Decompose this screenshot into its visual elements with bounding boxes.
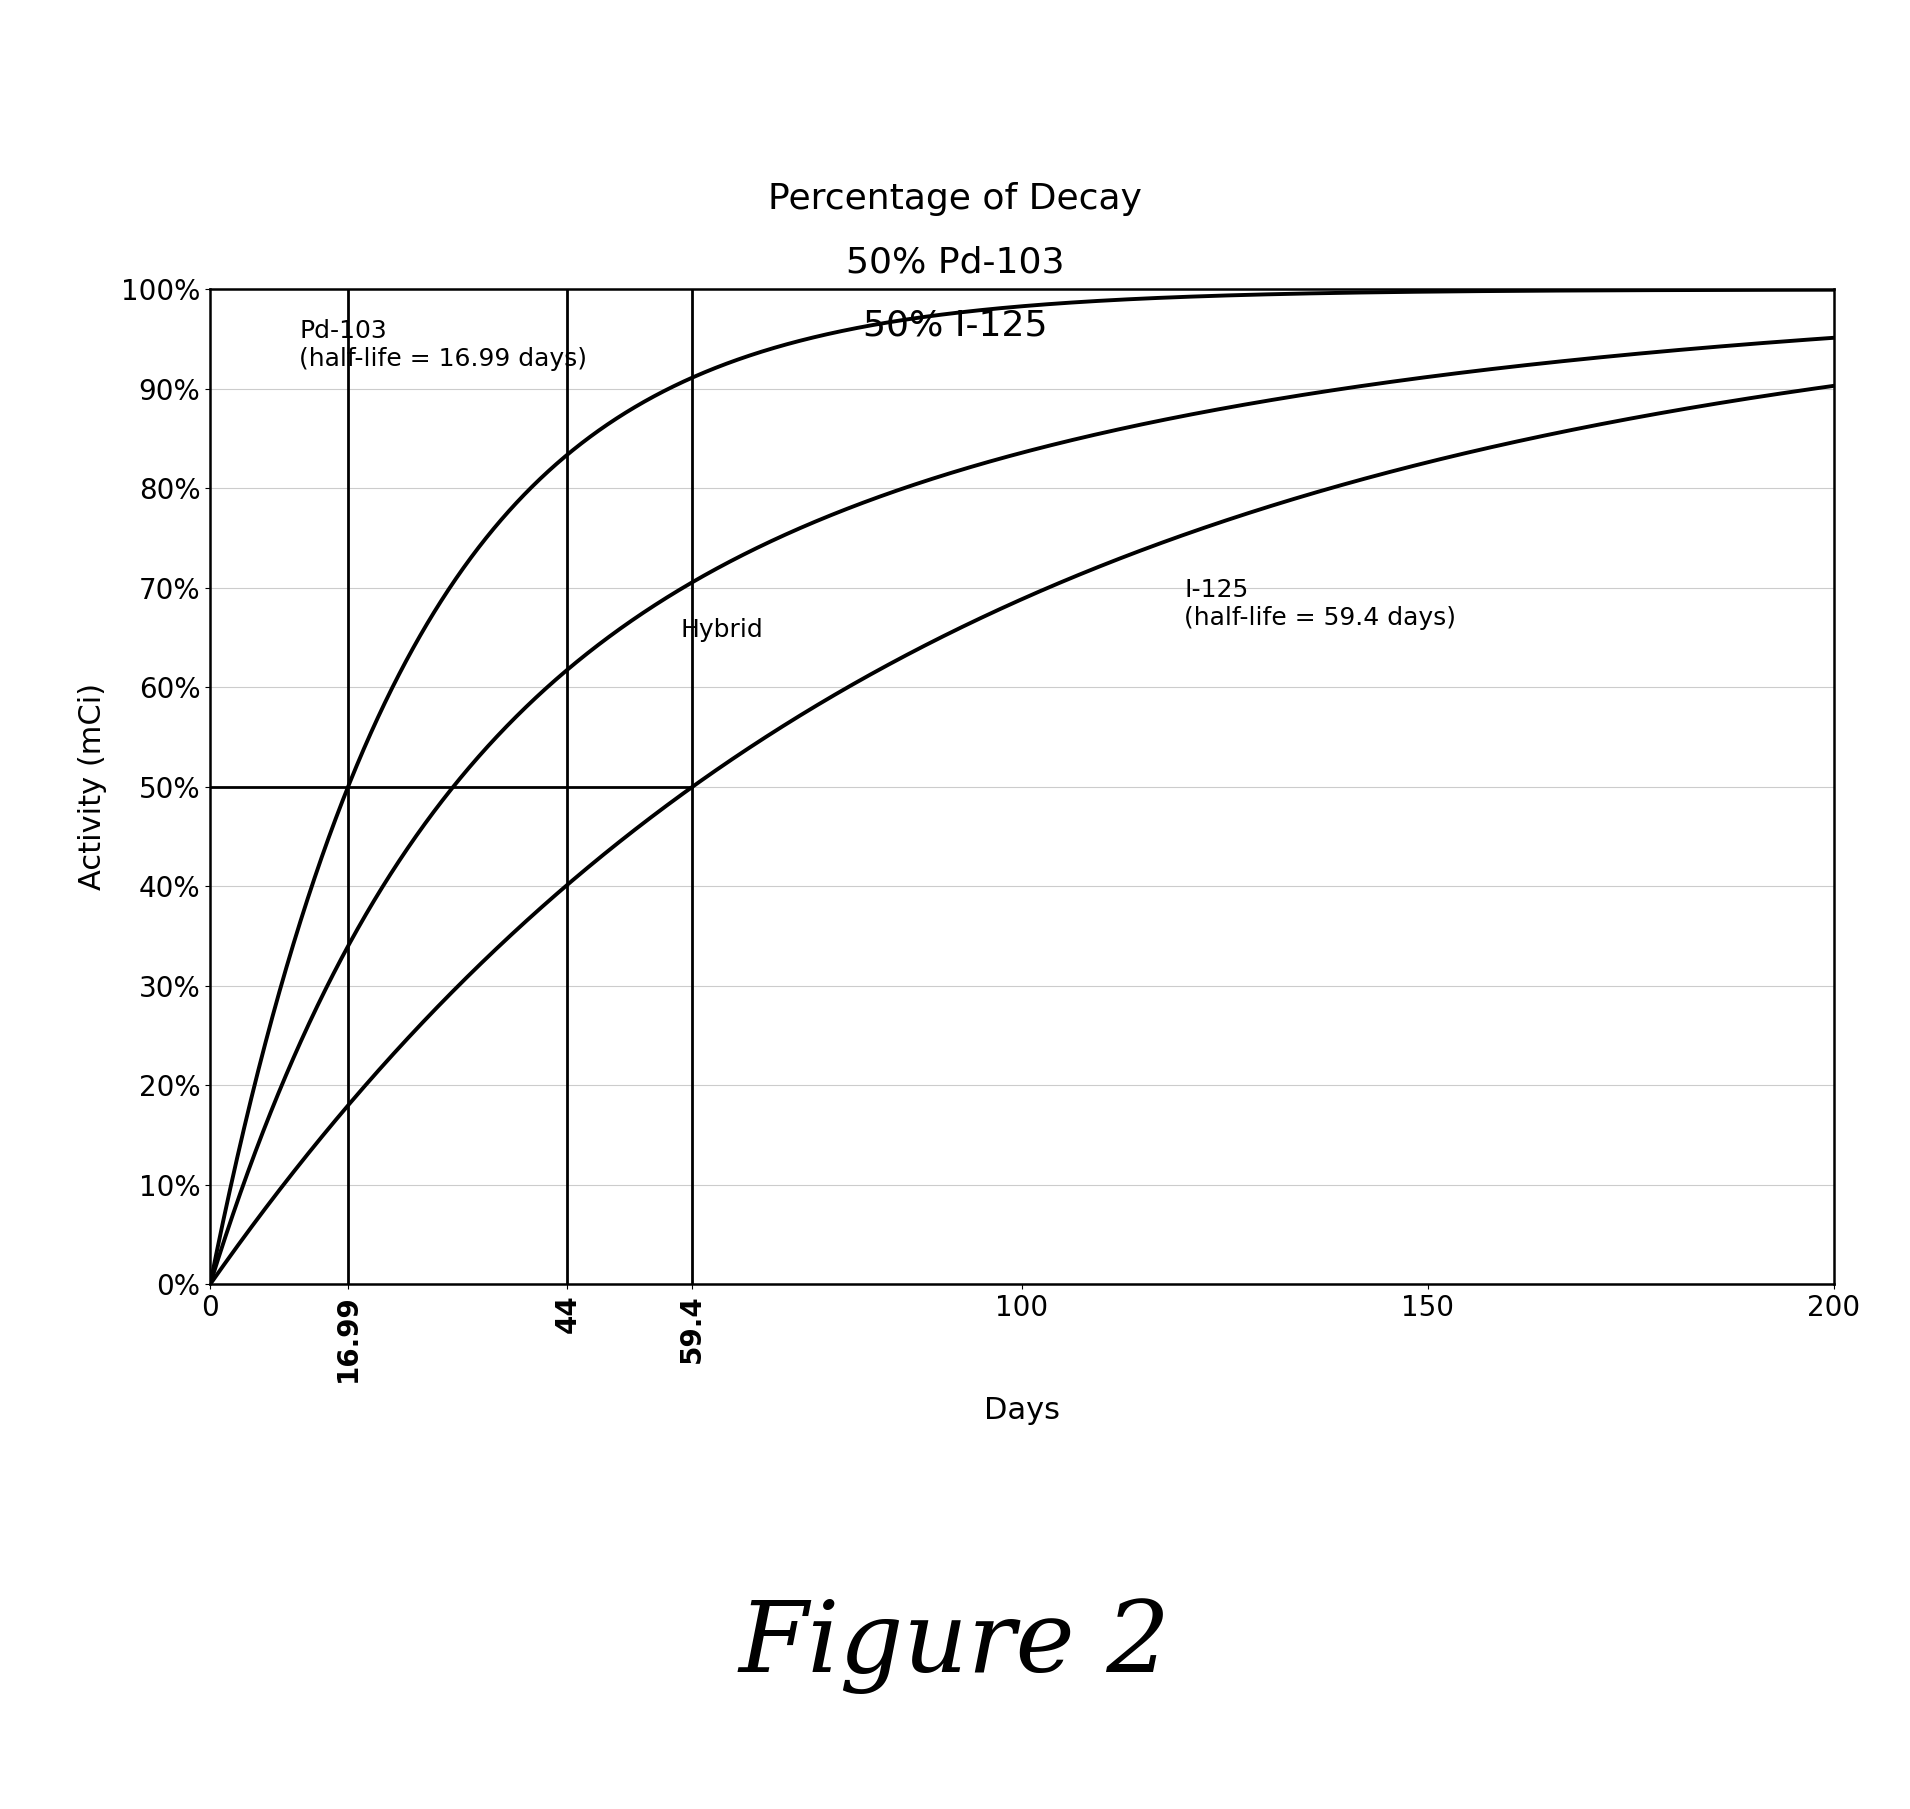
- Text: Pd-103
(half-life = 16.99 days): Pd-103 (half-life = 16.99 days): [300, 318, 588, 371]
- Text: 50% Pd-103: 50% Pd-103: [846, 246, 1064, 279]
- Y-axis label: Activity (mCi): Activity (mCi): [78, 684, 107, 890]
- Text: 50% I-125: 50% I-125: [863, 309, 1047, 342]
- X-axis label: Days: Days: [984, 1397, 1060, 1425]
- Text: Figure 2: Figure 2: [739, 1599, 1171, 1693]
- Text: Percentage of Decay: Percentage of Decay: [768, 183, 1142, 215]
- Text: Hybrid: Hybrid: [680, 617, 764, 642]
- Text: I-125
(half-life = 59.4 days): I-125 (half-life = 59.4 days): [1184, 579, 1455, 630]
